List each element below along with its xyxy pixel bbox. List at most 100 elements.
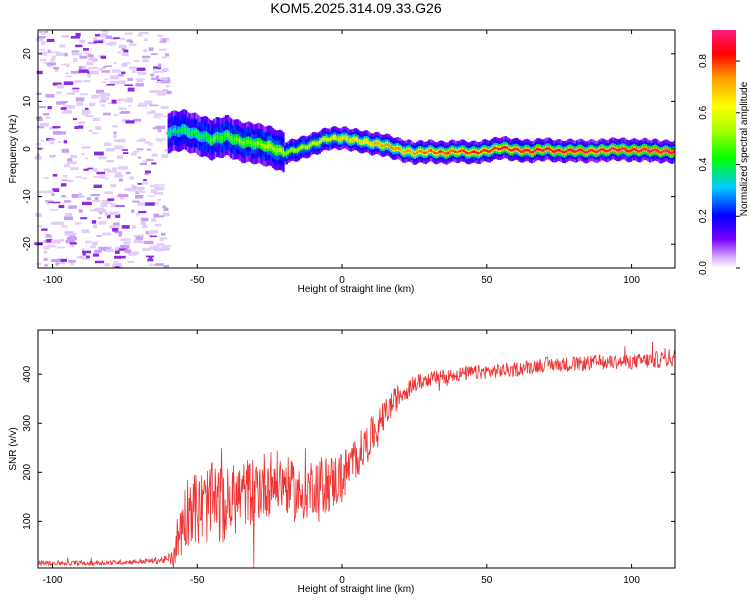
heatmap-signal-cell bbox=[593, 150, 596, 153]
heatmap-signal-cell bbox=[336, 137, 339, 140]
heatmap-noise-cell bbox=[98, 217, 102, 219]
heatmap-noise-cell bbox=[51, 239, 61, 244]
heatmap-noise-cell bbox=[52, 174, 58, 177]
heatmap-noise-cell bbox=[45, 116, 51, 119]
heatmap-noise-cell bbox=[128, 43, 137, 46]
heatmap-signal-cell bbox=[409, 149, 412, 153]
heatmap-signal-cell bbox=[384, 143, 388, 146]
heatmap-signal-cell bbox=[193, 130, 196, 135]
heatmap-noise-cell bbox=[125, 120, 135, 124]
heatmap-noise-cell bbox=[53, 67, 59, 70]
heatmap-signal-cell bbox=[511, 148, 514, 152]
heatmap-noise-cell bbox=[118, 80, 126, 84]
heatmap-noise-cell bbox=[124, 187, 133, 191]
heatmap-noise-cell bbox=[35, 147, 45, 150]
heatmap-noise-cell bbox=[162, 244, 172, 247]
heatmap-signal-cell bbox=[317, 142, 320, 145]
heatmap-noise-cell bbox=[113, 114, 119, 116]
heatmap-signal-cell bbox=[503, 146, 506, 149]
heatmap-signal-cell bbox=[315, 142, 318, 145]
heatmap-noise-cell bbox=[64, 52, 68, 57]
heatmap-noise-cell bbox=[111, 203, 117, 208]
heatmap-signal-cell bbox=[475, 151, 478, 154]
heatmap-noise-cell bbox=[57, 84, 64, 89]
heatmap-signal-cell bbox=[211, 138, 214, 143]
heatmap-signal-cell bbox=[377, 142, 381, 145]
heatmap-noise-cell bbox=[165, 85, 171, 88]
heatmap-noise-cell bbox=[100, 203, 108, 208]
heatmap-noise-cell bbox=[148, 143, 153, 146]
heatmap-signal-cell bbox=[480, 150, 483, 153]
heatmap-signal-cell bbox=[516, 148, 520, 151]
heatmap-noise-cell bbox=[43, 176, 49, 179]
heatmap-noise-cell bbox=[113, 62, 117, 65]
heatmap-noise-cell bbox=[159, 41, 167, 43]
heatmap-noise-cell bbox=[45, 234, 51, 238]
heatmap-noise-cell bbox=[61, 179, 68, 181]
heatmap-noise-cell bbox=[43, 257, 48, 261]
heatmap-signal-cell bbox=[461, 149, 464, 152]
heatmap-noise-cell bbox=[78, 209, 83, 213]
heatmap-noise-cell bbox=[159, 48, 167, 51]
heatmap-noise-cell bbox=[154, 223, 162, 227]
heatmap-noise-cell bbox=[102, 80, 107, 83]
heatmap-x-axis: -100 -50 0 50 100 bbox=[42, 30, 640, 286]
heatmap-noise-cell bbox=[146, 255, 155, 258]
heatmap-noise-cell bbox=[153, 66, 162, 70]
heatmap-noise-cell bbox=[105, 177, 109, 180]
heatmap-signal-cell bbox=[296, 149, 299, 152]
heatmap-noise-cell bbox=[114, 266, 120, 269]
heatmap-noise-cell bbox=[61, 111, 72, 114]
heatmap-noise-cell bbox=[75, 97, 85, 102]
heatmap-signal-cell bbox=[261, 143, 264, 148]
heatmap-signal-cell bbox=[560, 149, 563, 153]
heatmap-signal-cell bbox=[308, 145, 311, 148]
heatmap-noise-cell bbox=[91, 209, 97, 212]
heatmap-signal-cell bbox=[343, 136, 346, 139]
heatmap-noise-cell bbox=[162, 38, 166, 42]
heatmap-signal-cell bbox=[596, 150, 599, 153]
heatmap-noise-cell bbox=[150, 73, 155, 77]
heatmap-noise-cell bbox=[68, 179, 74, 183]
heatmap-noise-cell bbox=[136, 71, 141, 74]
heatmap-signal-cell bbox=[659, 151, 662, 154]
heatmap-noise-cell bbox=[44, 264, 49, 267]
heatmap-signal-cell bbox=[525, 148, 528, 152]
heatmap-noise-cell bbox=[87, 74, 91, 78]
heatmap-signal-cell bbox=[666, 149, 669, 152]
heatmap-noise-cell bbox=[57, 258, 67, 262]
heatmap-noise-cell bbox=[109, 75, 120, 80]
heatmap-noise-cell bbox=[83, 79, 91, 83]
heatmap-signal-cell bbox=[556, 149, 559, 152]
heatmap-noise-cell bbox=[104, 168, 110, 172]
heatmap-noise-cell bbox=[50, 221, 56, 225]
heatmap-noise-cell bbox=[135, 213, 140, 216]
heatmap-noise-cell bbox=[162, 205, 166, 208]
heatmap-noise-cell bbox=[55, 52, 66, 56]
heatmap-noise-cell bbox=[112, 125, 118, 128]
heatmap-noise-cell bbox=[164, 53, 170, 57]
heatmap-noise-cell bbox=[70, 232, 77, 235]
snr-panel: -100 -50 0 50 100 100 200 300 400 Height of str… bbox=[8, 329, 676, 595]
heatmap-signal-cell bbox=[470, 151, 473, 154]
heatmap-noise-cell bbox=[161, 154, 169, 158]
heatmap-signal-cell bbox=[228, 134, 231, 139]
heatmap-signal-cell bbox=[588, 149, 591, 153]
heatmap-x-tick-label: -50 bbox=[190, 275, 205, 286]
heatmap-noise-cell bbox=[50, 51, 60, 54]
heatmap-noise-cell bbox=[124, 249, 132, 253]
heatmap-signal-cell bbox=[280, 148, 283, 153]
heatmap-noise-cell bbox=[121, 71, 126, 75]
heatmap-signal-cell bbox=[551, 150, 554, 153]
heatmap-signal-cell bbox=[562, 150, 565, 154]
heatmap-signal-cell bbox=[195, 131, 198, 136]
heatmap-noise-cell bbox=[53, 131, 61, 135]
heatmap-signal-cell bbox=[483, 148, 487, 152]
heatmap-signal-cell bbox=[185, 128, 188, 133]
heatmap-noise-cell bbox=[129, 40, 134, 43]
heatmap-signal-cell bbox=[188, 131, 191, 136]
heatmap-noise-cell bbox=[70, 36, 81, 39]
heatmap-noise-cell bbox=[99, 35, 108, 38]
heatmap-noise-cell bbox=[114, 139, 123, 142]
heatmap-noise-cell bbox=[113, 134, 117, 138]
